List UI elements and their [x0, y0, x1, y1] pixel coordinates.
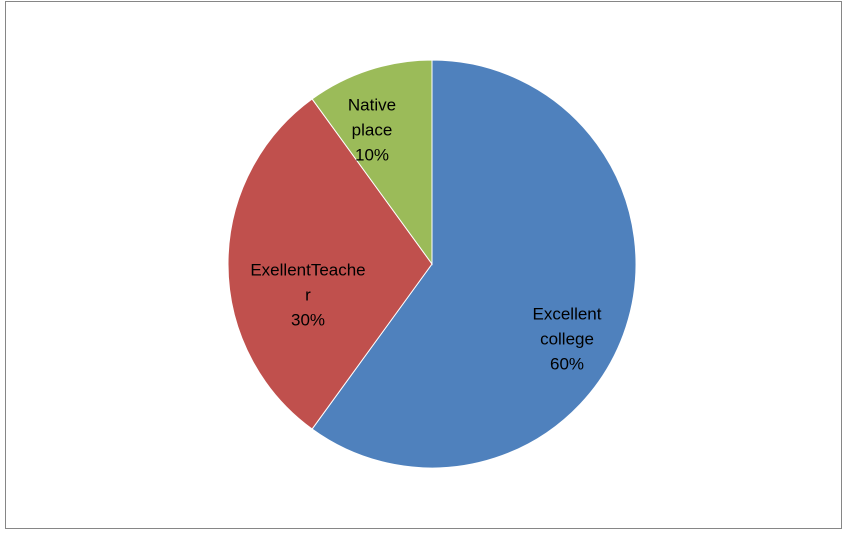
value-label: 30% — [290, 310, 326, 330]
chart-frame — [5, 1, 842, 529]
value-label: 10% — [354, 145, 390, 165]
category-label: ExellentTeacher — [250, 260, 366, 305]
pie-slice — [311, 59, 637, 469]
slice-label: Excellent college 60% — [520, 302, 615, 377]
pie-slice — [311, 59, 433, 266]
category-label: Excellent college — [532, 304, 602, 349]
slice-label: Native place 10% — [341, 93, 403, 168]
slice-label: ExellentTeacher 30% — [249, 258, 367, 333]
category-label: Native place — [347, 95, 397, 140]
value-label: 60% — [549, 354, 585, 374]
pie-slice — [227, 98, 433, 430]
